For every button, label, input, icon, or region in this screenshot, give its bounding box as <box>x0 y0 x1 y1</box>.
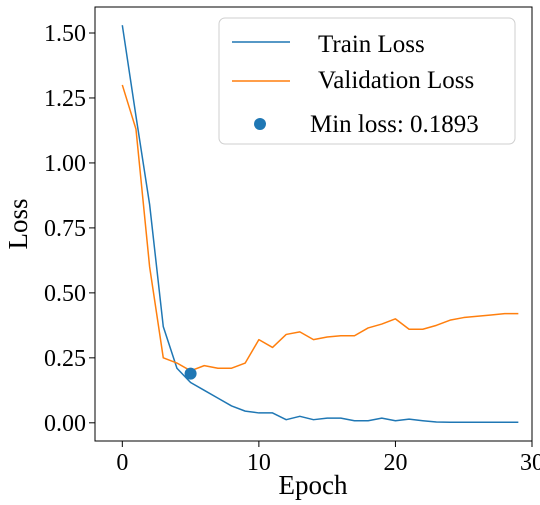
legend-marker-min-loss <box>254 118 266 130</box>
y-axis-title: Loss <box>3 198 33 249</box>
legend-label-validation: Validation Loss <box>318 67 474 94</box>
legend: Train Loss Validation Loss Min loss: 0.1… <box>218 17 516 145</box>
y-tick-label: 0.25 <box>44 346 86 372</box>
y-tick-label: 0.00 <box>44 411 86 437</box>
x-tick-label: 0 <box>116 450 128 476</box>
x-axis-title: Epoch <box>279 470 348 500</box>
min-loss-point <box>184 367 197 380</box>
legend-label-train: Train Loss <box>318 31 425 58</box>
x-axis-ticks: 0 10 20 30 <box>116 441 540 476</box>
y-tick-label: 1.25 <box>44 86 86 112</box>
y-tick-label: 1.50 <box>44 21 86 47</box>
plot-frame <box>94 6 533 442</box>
legend-label-min-loss: Min loss: 0.1893 <box>310 111 479 138</box>
y-axis-ticks: 0.00 0.25 0.50 0.75 1.00 1.25 1.50 <box>44 21 95 437</box>
train-loss-line <box>121 25 519 424</box>
y-tick-label: 0.50 <box>44 281 86 307</box>
x-tick-label: 10 <box>247 450 271 476</box>
x-tick-label: 20 <box>383 450 407 476</box>
y-tick-label: 1.00 <box>44 151 86 177</box>
y-tick-label: 0.75 <box>44 216 86 242</box>
legend-frame <box>218 17 516 145</box>
annotation-markers <box>184 367 197 380</box>
x-tick-label: 30 <box>520 450 540 476</box>
